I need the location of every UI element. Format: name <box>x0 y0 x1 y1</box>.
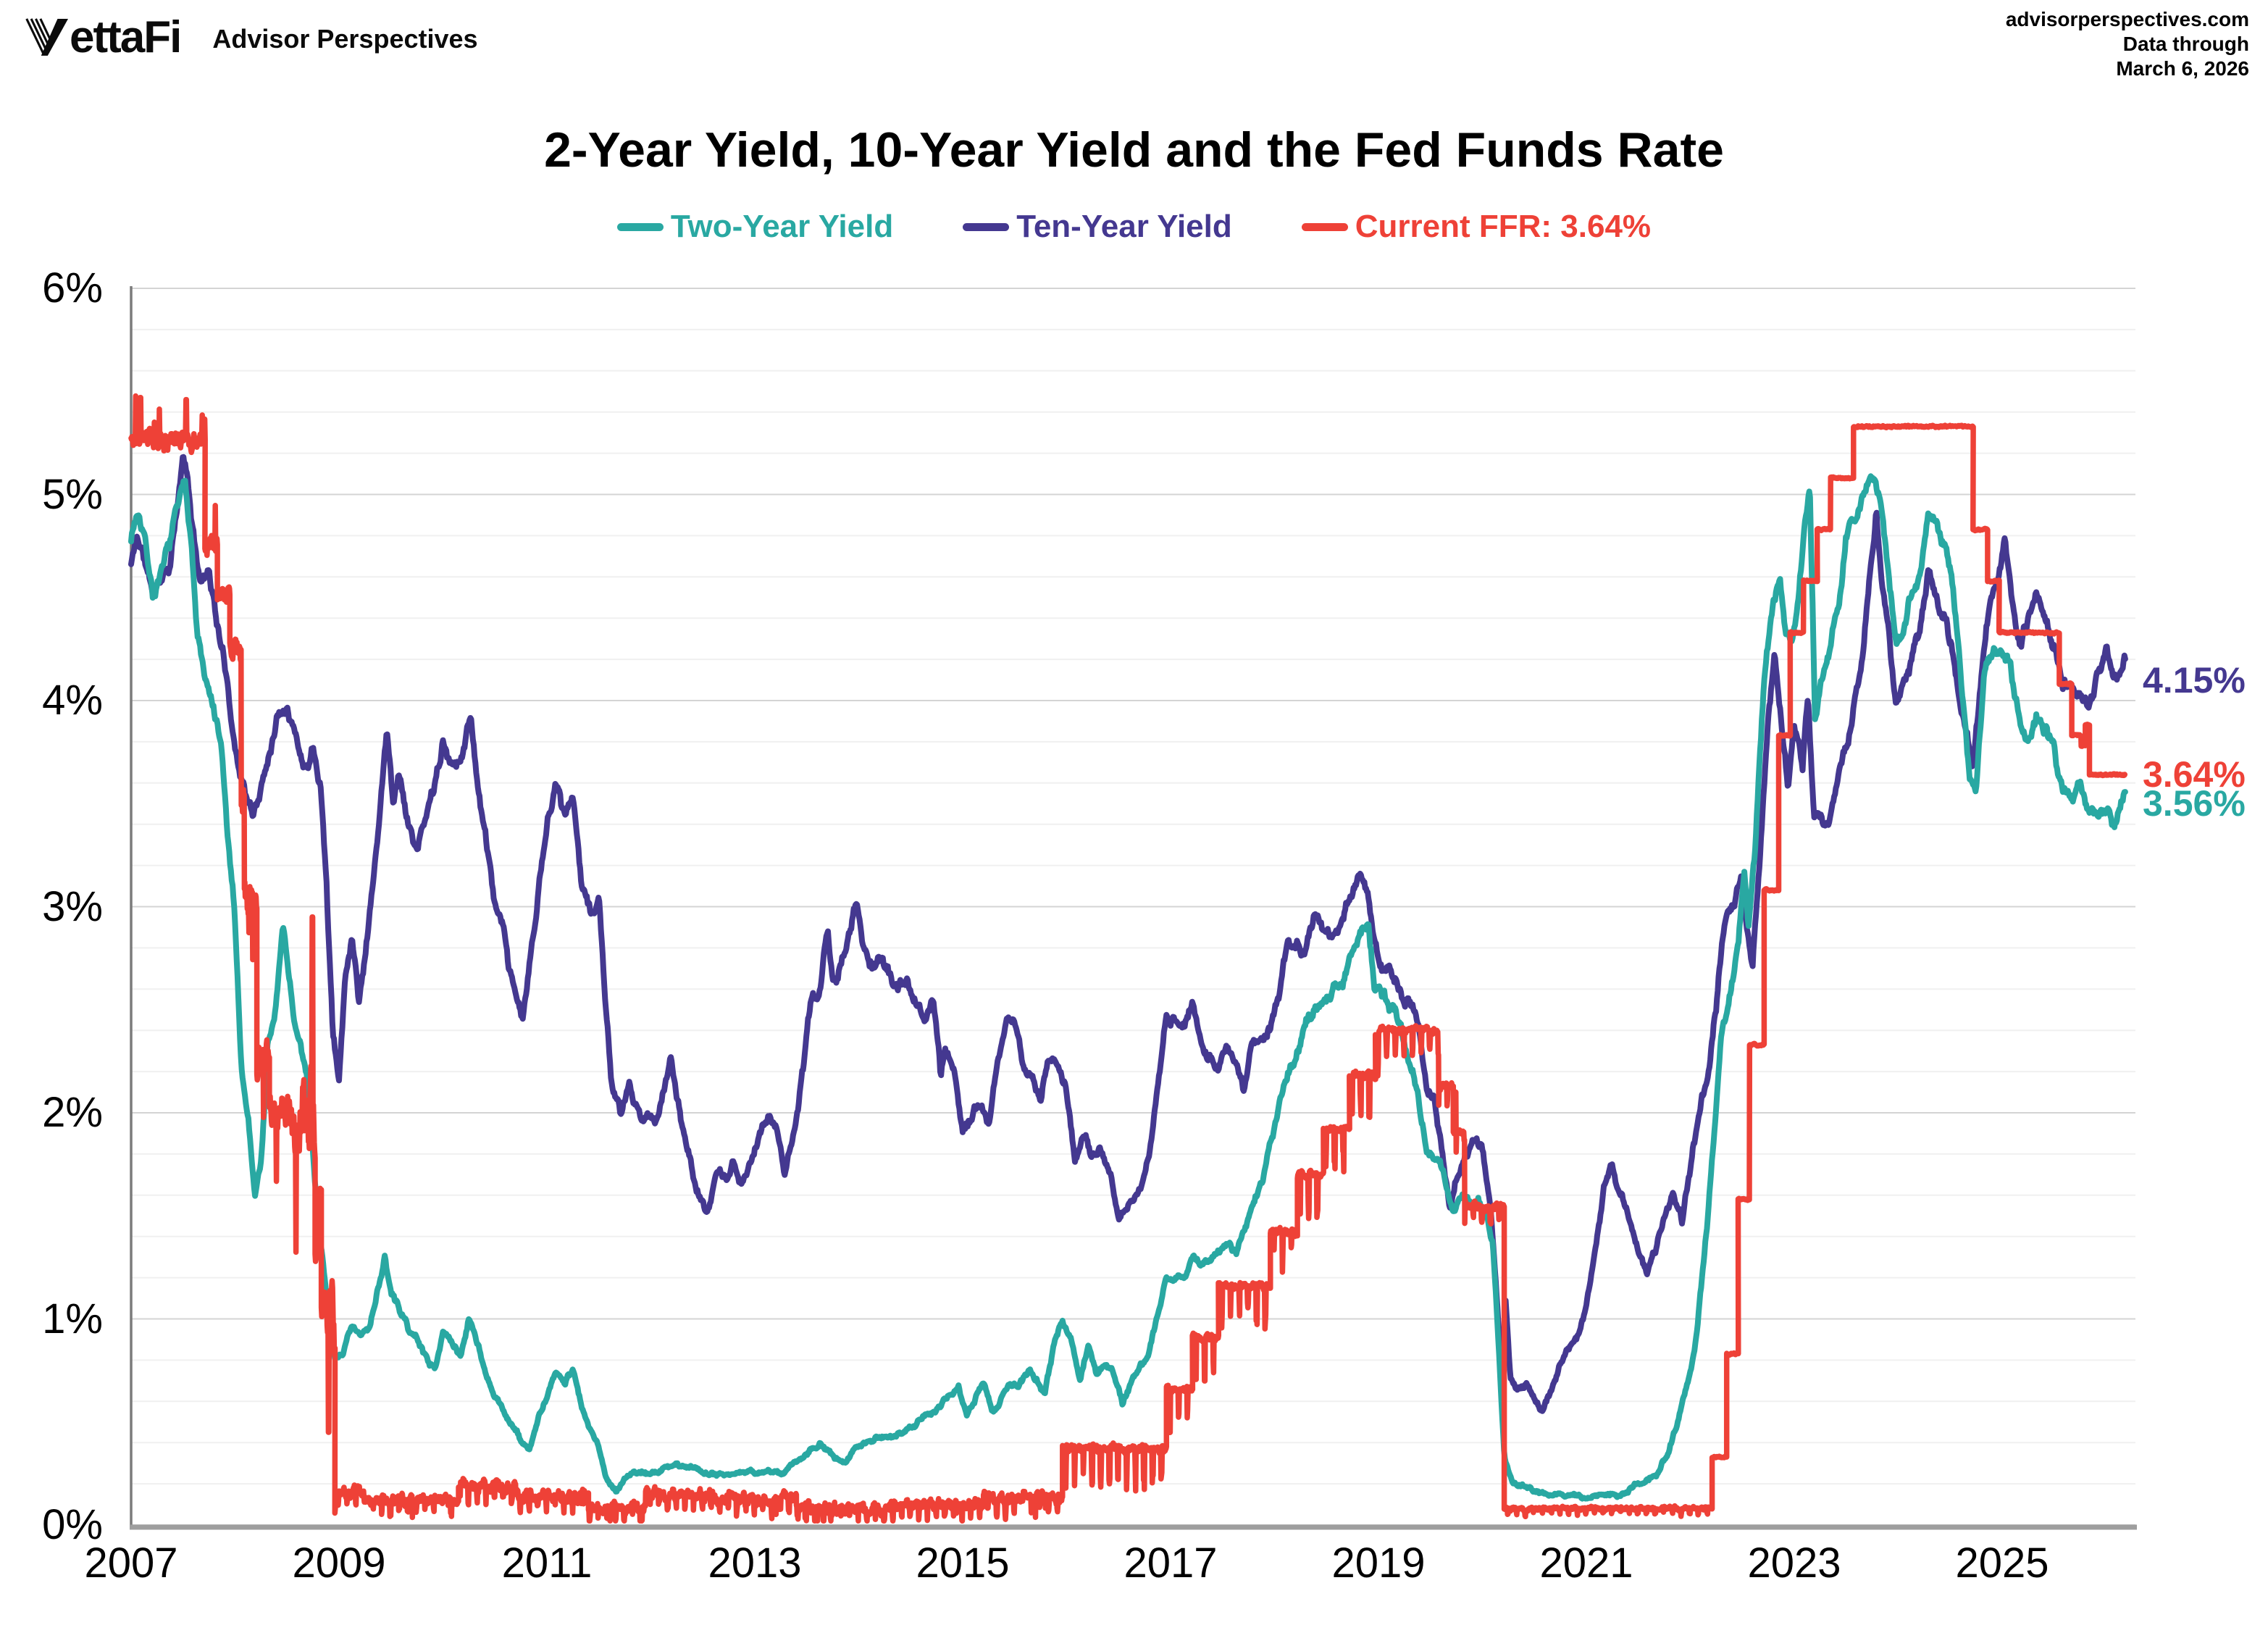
source-site: advisorperspectives.com <box>2005 8 2249 30</box>
two-year-yield-series-line <box>128 473 2128 1502</box>
series-end-label: 4.15% <box>2143 659 2246 701</box>
current-ffr-series-line <box>128 393 2128 1524</box>
series-end-label: 3.64% <box>2143 754 2246 795</box>
legend-label: Current FFR: 3.64% <box>1355 209 1652 244</box>
y-tick-label: 1% <box>42 1295 103 1342</box>
page-title: 2-Year Yield, 10-Year Yield and the Fed … <box>544 122 1724 177</box>
source-info: advisorperspectives.com Data through Mar… <box>2006 7 2249 81</box>
x-tick-label: 2021 <box>1539 1540 1633 1587</box>
y-tick-label: 3% <box>42 882 103 930</box>
ten-year-yield-series-line <box>128 454 2128 1414</box>
legend-item-1: Ten-Year Yield <box>963 209 1232 245</box>
legend-label: Ten-Year Yield <box>1016 209 1232 244</box>
legend: Two-Year Yield Ten-Year Yield Current FFR:… <box>0 209 2268 245</box>
logo-text: ettaFi <box>70 12 182 62</box>
x-tick-label: 2007 <box>84 1540 178 1587</box>
legend-item-0: Two-Year Yield <box>616 209 894 245</box>
x-tick-label: 2019 <box>1331 1540 1426 1587</box>
legend-swatch <box>963 222 1010 231</box>
legend-swatch <box>616 222 664 231</box>
vettafi-logo: ettaFi Advisor Perspectives <box>25 12 478 62</box>
legend-item-2: Current FFR: 3.64% <box>1301 209 1652 245</box>
y-tick-label: 0% <box>42 1501 103 1548</box>
x-tick-label: 2023 <box>1747 1540 1841 1587</box>
series-end-label: 3.56% <box>2143 783 2246 824</box>
y-tick-label: 4% <box>42 677 103 724</box>
x-tick-label: 2015 <box>916 1540 1010 1587</box>
y-tick-label: 2% <box>42 1089 103 1136</box>
x-tick-label: 2017 <box>1123 1540 1218 1587</box>
legend-swatch <box>1301 222 1348 231</box>
source-date: March 6, 2026 <box>2116 57 2249 80</box>
legend-label: Two-Year Yield <box>670 209 894 244</box>
x-tick-label: 2025 <box>1955 1540 2049 1587</box>
y-tick-label: 5% <box>42 470 103 518</box>
y-tick-label: 6% <box>42 264 103 312</box>
logo-subtitle: Advisor Perspectives <box>212 24 478 54</box>
x-tick-label: 2009 <box>292 1540 386 1587</box>
x-tick-label: 2011 <box>501 1540 593 1587</box>
x-tick-label: 2013 <box>708 1540 802 1587</box>
source-data-through: Data through <box>2122 33 2249 55</box>
vettafi-v-icon <box>25 18 68 56</box>
